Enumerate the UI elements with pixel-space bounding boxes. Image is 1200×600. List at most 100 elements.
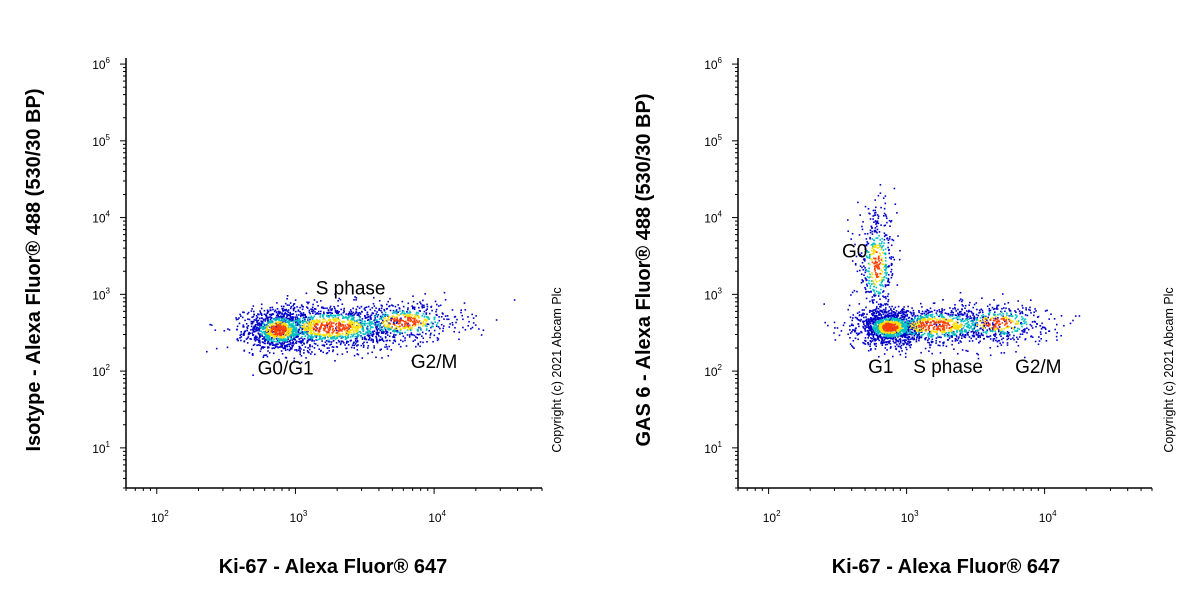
scatter-point — [401, 323, 403, 326]
scatter-point — [884, 311, 886, 314]
scatter-point — [959, 332, 962, 335]
scatter-point — [873, 318, 875, 320]
scatter-point — [243, 349, 246, 352]
scatter-point — [1023, 331, 1026, 333]
scatter-point — [388, 335, 391, 338]
scatter-point — [240, 331, 242, 333]
scatter-point — [387, 327, 389, 329]
scatter-point — [875, 223, 877, 225]
scatter-point — [858, 325, 860, 328]
scatter-point — [275, 330, 278, 333]
scatter-point — [417, 312, 420, 314]
scatter-point — [882, 291, 884, 293]
scatter-point — [378, 335, 380, 337]
scatter-point — [392, 305, 394, 307]
scatter-point — [327, 336, 329, 338]
scatter-point — [864, 244, 866, 247]
scatter-point — [933, 309, 936, 312]
scatter-point — [884, 296, 887, 298]
scatter-point — [206, 350, 208, 353]
scatter-point — [376, 325, 378, 327]
scatter-point — [868, 276, 870, 279]
scatter-point — [918, 318, 921, 320]
scatter-point — [354, 329, 357, 332]
scatter-point — [337, 339, 340, 342]
scatter-point — [278, 312, 280, 314]
scatter-point — [295, 328, 298, 330]
scatter-point — [875, 324, 877, 326]
scatter-point — [434, 321, 436, 323]
scatter-point — [867, 262, 870, 265]
scatter-point — [946, 333, 949, 336]
y-axis-label: Isotype - Alexa Fluor® 488 (530/30 BP) — [23, 88, 45, 451]
scatter-point — [266, 331, 268, 333]
scatter-point — [353, 341, 355, 344]
scatter-point — [384, 336, 387, 338]
scatter-point — [1021, 312, 1024, 315]
scatter-point — [866, 275, 869, 278]
scatter-point — [329, 312, 332, 314]
scatter-point — [865, 297, 868, 300]
scatter-point — [340, 313, 343, 316]
scatter-point — [386, 346, 388, 348]
scatter-point — [407, 318, 409, 321]
scatter-point — [348, 328, 350, 330]
scatter-point — [292, 331, 294, 334]
scatter-point — [366, 332, 369, 334]
scatter-point — [984, 331, 987, 333]
scatter-point — [1021, 310, 1023, 313]
scatter-point — [417, 324, 419, 326]
scatter-point — [869, 329, 871, 332]
scatter-point — [259, 342, 261, 344]
scatter-point — [367, 314, 369, 316]
scatter-point — [872, 311, 874, 313]
scatter-point — [336, 317, 338, 320]
scatter-point — [286, 344, 288, 346]
scatter-point — [887, 266, 889, 268]
scatter-point — [407, 322, 409, 324]
scatter-point — [326, 323, 328, 326]
scatter-point — [265, 315, 268, 317]
scatter-point — [863, 265, 865, 267]
scatter-point — [904, 330, 906, 332]
scatter-point — [297, 324, 300, 327]
scatter-point — [292, 317, 294, 320]
scatter-point — [885, 318, 887, 321]
scatter-point — [995, 339, 997, 342]
scatter-point — [996, 345, 999, 348]
scatter-point — [392, 321, 395, 324]
scatter-point — [973, 315, 975, 318]
scatter-point — [379, 338, 381, 341]
scatter-point — [288, 330, 291, 333]
scatter-point — [872, 313, 875, 315]
scatter-point — [272, 344, 274, 346]
scatter-point — [275, 338, 278, 340]
scatter-point — [1016, 315, 1018, 317]
scatter-point — [402, 313, 404, 316]
scatter-point — [268, 336, 271, 339]
scatter-point — [891, 315, 893, 317]
scatter-point — [871, 233, 874, 235]
scatter-point — [1003, 307, 1005, 309]
scatter-point — [262, 341, 265, 344]
scatter-point — [292, 338, 295, 340]
scatter-point — [896, 212, 898, 214]
scatter-point — [354, 327, 356, 329]
scatter-point — [285, 319, 288, 321]
scatter-point — [240, 339, 242, 342]
scatter-point — [253, 338, 256, 341]
scatter-point — [402, 310, 405, 313]
scatter-point — [396, 331, 399, 334]
scatter-point — [383, 323, 386, 326]
scatter-point — [412, 307, 414, 310]
scatter-point — [265, 324, 267, 327]
scatter-point — [278, 338, 280, 340]
scatter-point — [314, 322, 317, 324]
scatter-point — [309, 345, 311, 348]
scatter-point — [322, 318, 324, 321]
scatter-point — [293, 307, 296, 309]
scatter-point — [369, 316, 372, 319]
scatter-point — [460, 309, 462, 311]
scatter-point — [289, 307, 292, 310]
scatter-point — [854, 264, 857, 266]
